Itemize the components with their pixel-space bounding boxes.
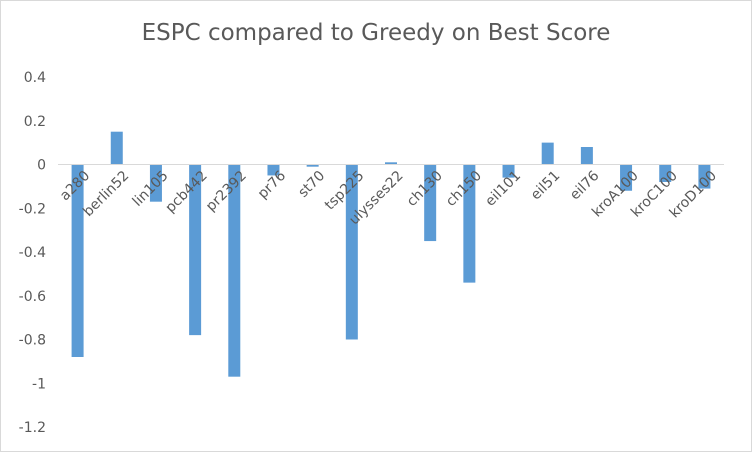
x-tick-label: eil51 (528, 168, 564, 204)
x-tick-label: st70 (295, 168, 328, 201)
bar-series (71, 131, 711, 377)
y-tick-label: 0.2 (24, 114, 46, 130)
bar-pr2392 (228, 164, 241, 377)
y-tick-label: -0.2 (19, 201, 46, 217)
y-tick-label: -1.2 (19, 420, 46, 436)
bar-tsp225 (345, 164, 358, 340)
bar-eil76 (580, 147, 593, 165)
x-tick-label: eil76 (567, 168, 603, 204)
bar-ch130 (424, 164, 437, 242)
bar-a280 (71, 164, 84, 357)
y-tick-label: -0.4 (19, 245, 46, 261)
x-tick-label: pr2392 (203, 168, 250, 215)
y-tick-label: 0.4 (24, 70, 46, 86)
bar-berlin52 (110, 131, 123, 165)
y-axis: 0.4 0.2 0 -0.2 -0.4 -0.6 -0.8 -1 -1.2 (19, 70, 46, 436)
x-tick-label: pr76 (255, 168, 289, 202)
x-tick-label: pcb442 (163, 168, 211, 216)
bar-pcb442 (189, 164, 202, 336)
bar-lin105 (149, 164, 162, 202)
bar-st70 (306, 164, 319, 167)
bar-ch150 (463, 164, 476, 283)
y-tick-label: -0.8 (19, 333, 46, 349)
y-tick-label: 0 (37, 158, 46, 174)
y-tick-label: -0.6 (19, 289, 46, 305)
bar-eil101 (502, 164, 515, 178)
bar-pr76 (267, 164, 280, 176)
bar-kroD100 (698, 164, 711, 189)
bar-kroA100 (620, 164, 633, 191)
bar-eil51 (541, 142, 554, 165)
chart-title: ESPC compared to Greedy on Best Score (141, 20, 611, 46)
bar-kroC100 (659, 164, 672, 182)
y-tick-label: -1 (32, 376, 46, 392)
bar-ulysses22 (385, 162, 397, 165)
